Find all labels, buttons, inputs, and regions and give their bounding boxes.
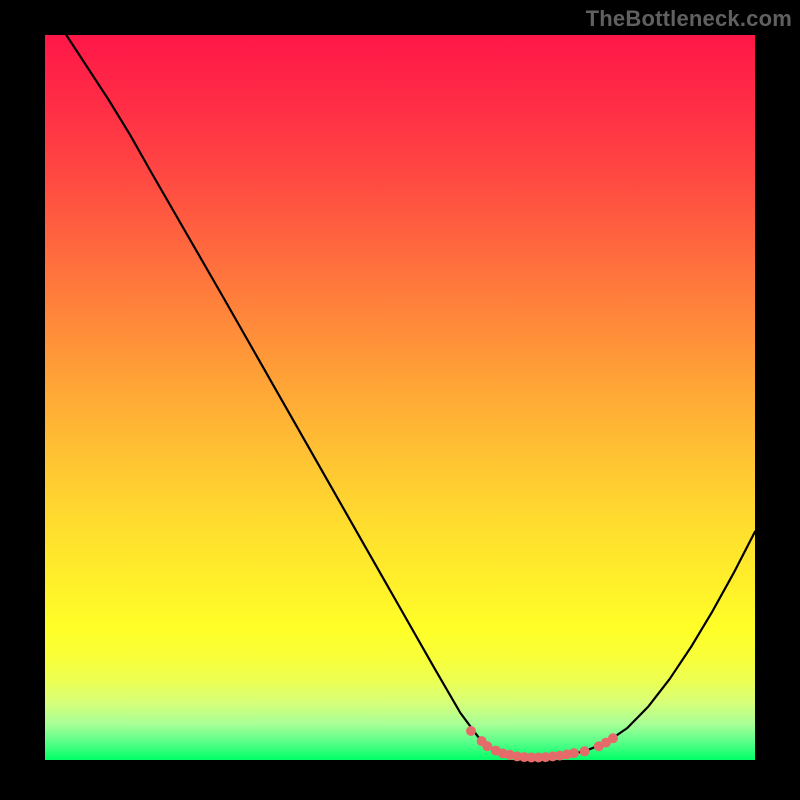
- valley-marker: [466, 726, 476, 736]
- gradient-rect: [45, 35, 755, 760]
- valley-marker: [580, 746, 590, 756]
- heat-gradient-plot: [0, 0, 800, 800]
- valley-marker: [482, 741, 492, 751]
- valley-marker: [569, 748, 579, 758]
- valley-marker: [608, 733, 618, 743]
- chart-container: TheBottleneck.com: [0, 0, 800, 800]
- plot-area: [45, 35, 755, 762]
